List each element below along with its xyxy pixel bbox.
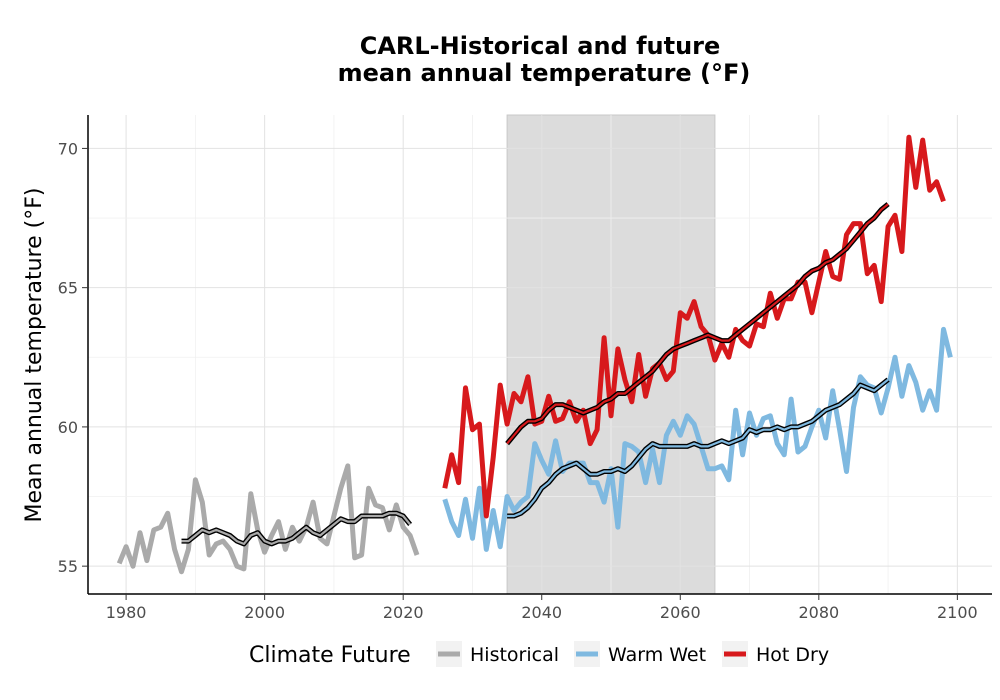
legend: Climate Future Historical Warm Wet Hot Dry (249, 641, 829, 668)
x-tick-label: 2040 (521, 603, 562, 622)
legend-label-historical: Historical (470, 644, 559, 666)
y-axis-ticks: 55 60 65 70 (58, 139, 88, 576)
legend-label-hot-dry: Hot Dry (756, 644, 829, 666)
y-tick-label: 70 (58, 139, 78, 158)
chart-title-line1: CARL-Historical and future (360, 32, 721, 60)
x-tick-label: 2060 (660, 603, 701, 622)
plot-area: 1980 2000 2020 2040 2060 2080 2100 55 60 65 70 (58, 114, 992, 622)
x-axis-ticks: 1980 2000 2020 2040 2060 2080 2100 (106, 594, 978, 622)
smooth-line-hot-dry (506, 203, 889, 445)
x-tick-label: 2020 (383, 603, 424, 622)
legend-label-warm-wet: Warm Wet (608, 644, 706, 666)
x-tick-label: 2000 (244, 603, 285, 622)
y-tick-label: 65 (58, 279, 78, 298)
smooth-line-warm-wet (507, 378, 889, 518)
x-tick-label: 2080 (798, 603, 839, 622)
series-line-warm-wet (442, 326, 953, 552)
series-line-historical (116, 463, 420, 575)
legend-items: Historical Warm Wet Hot Dry (436, 641, 829, 667)
series-line-hot-dry (442, 134, 946, 519)
legend-title: Climate Future (249, 643, 411, 668)
chart-title-line2: mean annual temperature (°F) (338, 59, 751, 87)
series-layer (116, 134, 953, 575)
x-tick-label: 1980 (106, 603, 147, 622)
smooth-line-historical (181, 512, 411, 546)
y-axis-title: Mean annual temperature (°F) (22, 188, 47, 523)
y-tick-label: 60 (58, 418, 78, 437)
x-tick-label: 2100 (937, 603, 978, 622)
y-tick-label: 55 (58, 557, 78, 576)
